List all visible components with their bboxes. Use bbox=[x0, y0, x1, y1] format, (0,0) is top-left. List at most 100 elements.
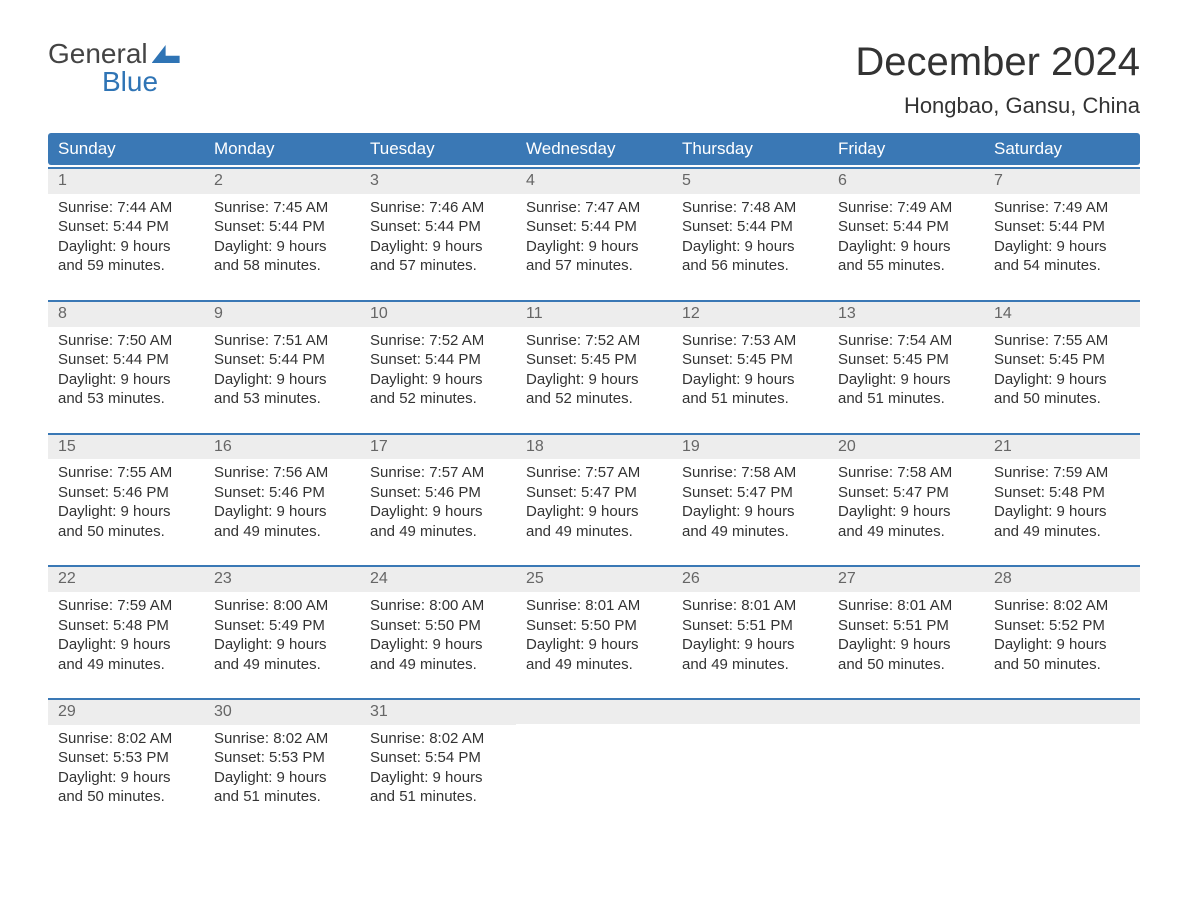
day-cell: 7Sunrise: 7:49 AMSunset: 5:44 PMDaylight… bbox=[984, 169, 1140, 284]
sunset-text: Sunset: 5:46 PM bbox=[58, 483, 194, 503]
sunrise-text: Sunrise: 7:52 AM bbox=[370, 331, 506, 351]
day-number: 27 bbox=[828, 567, 984, 592]
sunset-text: Sunset: 5:45 PM bbox=[682, 350, 818, 370]
day-number: 9 bbox=[204, 302, 360, 327]
daylight-text: Daylight: 9 hours bbox=[214, 768, 350, 788]
day-cell: 15Sunrise: 7:55 AMSunset: 5:46 PMDayligh… bbox=[48, 435, 204, 550]
daylight-text: and 49 minutes. bbox=[994, 522, 1130, 542]
daylight-text: Daylight: 9 hours bbox=[370, 237, 506, 257]
sunrise-text: Sunrise: 7:58 AM bbox=[682, 463, 818, 483]
daylight-text: Daylight: 9 hours bbox=[58, 502, 194, 522]
day-number: 6 bbox=[828, 169, 984, 194]
daylight-text: Daylight: 9 hours bbox=[838, 635, 974, 655]
daylight-text: Daylight: 9 hours bbox=[682, 502, 818, 522]
sunset-text: Sunset: 5:46 PM bbox=[214, 483, 350, 503]
sunset-text: Sunset: 5:44 PM bbox=[370, 350, 506, 370]
daylight-text: Daylight: 9 hours bbox=[214, 370, 350, 390]
weekday-header: Tuesday bbox=[360, 133, 516, 165]
week-row: 15Sunrise: 7:55 AMSunset: 5:46 PMDayligh… bbox=[48, 433, 1140, 550]
daylight-text: Daylight: 9 hours bbox=[58, 768, 194, 788]
sunrise-text: Sunrise: 8:00 AM bbox=[370, 596, 506, 616]
day-cell: 17Sunrise: 7:57 AMSunset: 5:46 PMDayligh… bbox=[360, 435, 516, 550]
month-title: December 2024 bbox=[855, 40, 1140, 85]
sunset-text: Sunset: 5:50 PM bbox=[370, 616, 506, 636]
logo-text-bottom: Blue bbox=[48, 68, 180, 96]
day-cell: 23 Sunrise: 8:00 AMSunset: 5:49 PMDayligh… bbox=[204, 567, 360, 682]
daylight-text: and 58 minutes. bbox=[214, 256, 350, 276]
day-cell: 9Sunrise: 7:51 AMSunset: 5:44 PMDaylight… bbox=[204, 302, 360, 417]
day-number: 28 bbox=[984, 567, 1140, 592]
sunrise-text: Sunrise: 8:02 AM bbox=[370, 729, 506, 749]
day-cell: 20Sunrise: 7:58 AMSunset: 5:47 PMDayligh… bbox=[828, 435, 984, 550]
sunrise-text: Sunrise: 7:58 AM bbox=[838, 463, 974, 483]
day-cell: 21Sunrise: 7:59 AMSunset: 5:48 PMDayligh… bbox=[984, 435, 1140, 550]
weekday-header: Wednesday bbox=[516, 133, 672, 165]
daylight-text: and 49 minutes. bbox=[214, 655, 350, 675]
sunset-text: Sunset: 5:44 PM bbox=[682, 217, 818, 237]
sunset-text: Sunset: 5:44 PM bbox=[214, 350, 350, 370]
sunset-text: Sunset: 5:53 PM bbox=[58, 748, 194, 768]
daylight-text: Daylight: 9 hours bbox=[370, 502, 506, 522]
sunrise-text: Sunrise: 7:53 AM bbox=[682, 331, 818, 351]
day-cell: 28 Sunrise: 8:02 AMSunset: 5:52 PMDayligh… bbox=[984, 567, 1140, 682]
day-cell: 31Sunrise: 8:02 AMSunset: 5:54 PMDayligh… bbox=[360, 700, 516, 815]
sunrise-text: Sunrise: 8:01 AM bbox=[838, 596, 974, 616]
day-cell: 1Sunrise: 7:44 AMSunset: 5:44 PMDaylight… bbox=[48, 169, 204, 284]
daylight-text: Daylight: 9 hours bbox=[994, 237, 1130, 257]
day-number: 31 bbox=[360, 700, 516, 725]
sunset-text: Sunset: 5:49 PM bbox=[214, 616, 350, 636]
weekday-header-row: SundayMondayTuesdayWednesdayThursdayFrid… bbox=[48, 133, 1140, 165]
sunrise-text: Sunrise: 8:00 AM bbox=[214, 596, 350, 616]
day-cell: 26Sunrise: 8:01 AMSunset: 5:51 PMDayligh… bbox=[672, 567, 828, 682]
sunset-text: Sunset: 5:45 PM bbox=[526, 350, 662, 370]
daylight-text: Daylight: 9 hours bbox=[526, 635, 662, 655]
weekday-header: Thursday bbox=[672, 133, 828, 165]
header: General Blue December 2024 Hongbao, Gans… bbox=[48, 40, 1140, 119]
daylight-text: Daylight: 9 hours bbox=[214, 237, 350, 257]
day-cell: 24Sunrise: 8:00 AMSunset: 5:50 PMDayligh… bbox=[360, 567, 516, 682]
daylight-text: and 52 minutes. bbox=[370, 389, 506, 409]
daylight-text: Daylight: 9 hours bbox=[994, 635, 1130, 655]
sunrise-text: Sunrise: 7:54 AM bbox=[838, 331, 974, 351]
sunrise-text: Sunrise: 8:02 AM bbox=[994, 596, 1130, 616]
day-number: 2 bbox=[204, 169, 360, 194]
sunset-text: Sunset: 5:52 PM bbox=[994, 616, 1130, 636]
day-cell: 27 Sunrise: 8:01 AMSunset: 5:51 PMDayligh… bbox=[828, 567, 984, 682]
daylight-text: and 50 minutes. bbox=[994, 389, 1130, 409]
day-number: 13 bbox=[828, 302, 984, 327]
day-number: 17 bbox=[360, 435, 516, 460]
sunset-text: Sunset: 5:48 PM bbox=[58, 616, 194, 636]
sunset-text: Sunset: 5:51 PM bbox=[838, 616, 974, 636]
weekday-header: Friday bbox=[828, 133, 984, 165]
daylight-text: and 51 minutes. bbox=[682, 389, 818, 409]
day-number: 15 bbox=[48, 435, 204, 460]
day-number: 12 bbox=[672, 302, 828, 327]
day-cell bbox=[516, 700, 672, 815]
day-number: 22 bbox=[48, 567, 204, 592]
day-number: 24 bbox=[360, 567, 516, 592]
daylight-text: and 49 minutes. bbox=[58, 655, 194, 675]
daylight-text: Daylight: 9 hours bbox=[214, 635, 350, 655]
day-number: 8 bbox=[48, 302, 204, 327]
sunset-text: Sunset: 5:50 PM bbox=[526, 616, 662, 636]
weekday-header: Monday bbox=[204, 133, 360, 165]
empty-day-band bbox=[984, 700, 1140, 724]
daylight-text: and 50 minutes. bbox=[58, 522, 194, 542]
sunrise-text: Sunrise: 7:59 AM bbox=[58, 596, 194, 616]
sunrise-text: Sunrise: 8:02 AM bbox=[214, 729, 350, 749]
daylight-text: and 51 minutes. bbox=[838, 389, 974, 409]
day-cell: 6Sunrise: 7:49 AMSunset: 5:44 PMDaylight… bbox=[828, 169, 984, 284]
day-cell: 13Sunrise: 7:54 AMSunset: 5:45 PMDayligh… bbox=[828, 302, 984, 417]
daylight-text: Daylight: 9 hours bbox=[58, 635, 194, 655]
day-number: 23 bbox=[204, 567, 360, 592]
sunset-text: Sunset: 5:44 PM bbox=[214, 217, 350, 237]
weekday-header: Sunday bbox=[48, 133, 204, 165]
day-number: 29 bbox=[48, 700, 204, 725]
daylight-text: and 49 minutes. bbox=[370, 522, 506, 542]
daylight-text: Daylight: 9 hours bbox=[58, 237, 194, 257]
empty-day-band bbox=[672, 700, 828, 724]
daylight-text: and 59 minutes. bbox=[58, 256, 194, 276]
day-number: 11 bbox=[516, 302, 672, 327]
day-cell: 11Sunrise: 7:52 AMSunset: 5:45 PMDayligh… bbox=[516, 302, 672, 417]
sunset-text: Sunset: 5:51 PM bbox=[682, 616, 818, 636]
